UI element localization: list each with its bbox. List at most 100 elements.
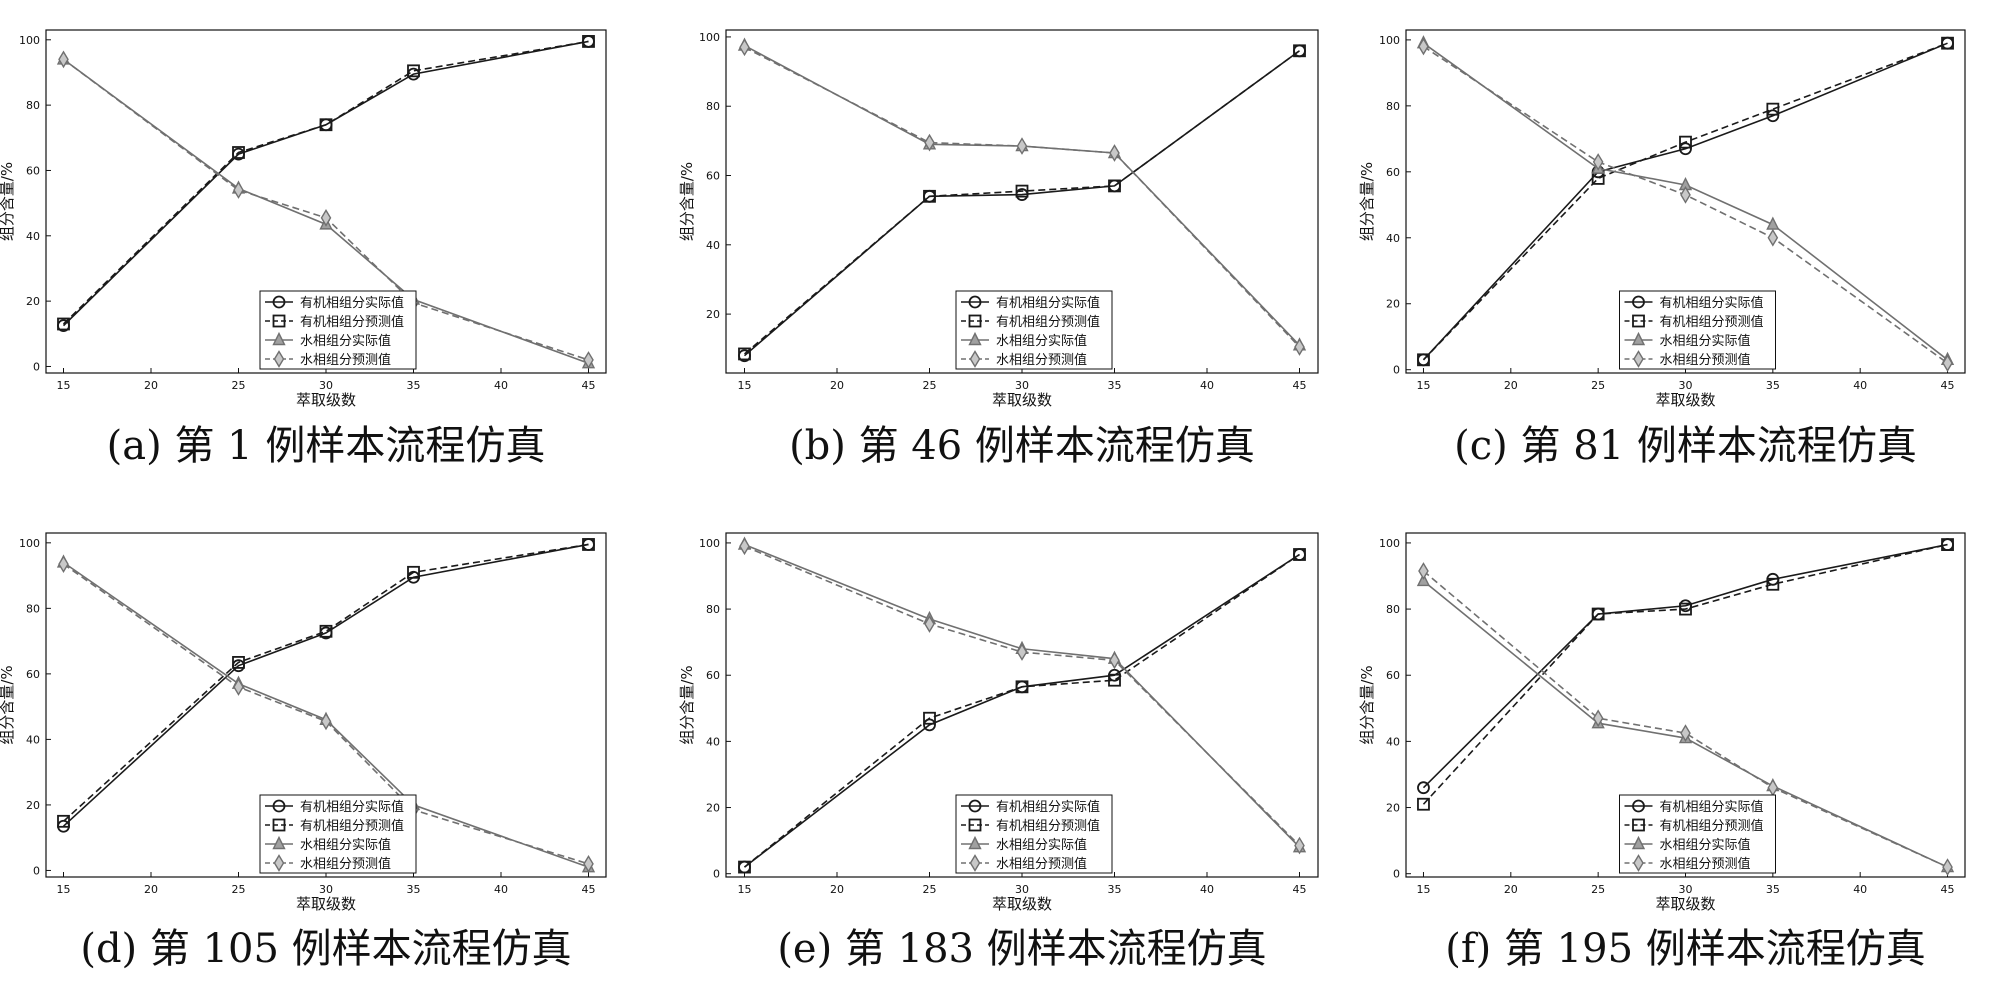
y-tick-label: 100 [1379,537,1400,550]
y-tick-label: 20 [1386,298,1400,311]
chart-panel-e: 15 20 25 30 35 40 45 0 20 40 60 80 100 萃取级数 组分含量/% 有机相组… [678,532,1319,972]
x-tick-label: 35 [1108,883,1122,896]
legend-marker [272,835,286,850]
data-point [58,555,69,573]
data-point [1417,797,1430,811]
x-tick-label: 30 [1015,883,1029,896]
x-tick-label: 30 [1679,379,1693,392]
legend-label: 有机相组分实际值 [300,799,404,815]
series-line [1422,42,1948,361]
legend-marker [1632,818,1645,832]
data-point [1766,102,1780,116]
data-point [1293,548,1306,561]
data-point [1941,36,1954,50]
x-tick-label: 35 [1766,883,1780,896]
data-point [1016,137,1028,155]
data-point [232,656,245,669]
legend-box [955,794,1113,874]
y-tick-label: 60 [706,669,720,682]
data-point [1016,643,1028,661]
y-tick-label: 100 [699,537,720,550]
x-tick-label: 25 [1591,883,1605,896]
data-point [738,347,751,361]
legend-label: 有机相组分预测值 [300,314,404,330]
series-line [62,543,589,822]
x-tick-label: 15 [1416,883,1430,896]
y-tick-label: 60 [1386,669,1400,682]
data-point [58,50,69,69]
y-tick-label: 40 [26,230,40,243]
series-2 [57,538,595,828]
legend-marker [1633,350,1644,368]
data-point [1767,228,1779,247]
legend-label: 有机相组分预测值 [300,818,404,834]
data-point [1679,602,1692,616]
x-tick-label: 45 [582,883,596,896]
x-tick-label: 15 [738,883,752,896]
data-point [1592,709,1604,728]
data-point [1109,651,1120,670]
legend-marker [968,295,982,309]
data-point [319,624,333,638]
data-point [1680,724,1691,742]
x-tick-label: 45 [1941,379,1955,392]
legend-marker [273,854,285,872]
x-tick-label: 20 [1504,379,1518,392]
x-tick-label: 30 [319,883,333,896]
data-point [1015,680,1029,694]
series-2 [57,35,595,331]
y-tick-label: 40 [706,735,720,748]
y-axis-label: 组分含量/% [678,162,696,241]
legend-marker [969,350,981,368]
x-tick-label: 15 [57,379,71,392]
data-point [1108,673,1121,687]
x-tick-label: 15 [57,883,71,896]
x-tick-label: 40 [1853,379,1867,392]
series-4 [1418,562,1953,876]
legend-box [259,794,417,874]
panel-caption: (e) 第 183 例样本流程仿真 [777,926,1266,972]
x-tick-label: 30 [319,379,333,392]
series-4 [739,537,1305,855]
y-tick-label: 60 [1386,166,1400,179]
series-2 [1417,538,1954,811]
legend-box [1619,290,1776,370]
series-2 [1417,36,1954,367]
x-tick-label: 35 [1108,379,1122,392]
legend-label: 有机相组分实际值 [996,295,1100,311]
x-tick-label: 45 [582,379,596,392]
data-point [582,35,595,48]
legend-label: 有机相组分预测值 [1660,818,1764,834]
y-axis-label: 组分含量/% [1358,162,1376,241]
panel-caption: (b) 第 46 例样本流程仿真 [789,423,1255,469]
y-tick-label: 100 [1379,34,1400,47]
data-point [1416,572,1431,587]
y-tick-label: 60 [26,164,40,177]
data-point [1767,778,1779,797]
y-tick-label: 20 [26,799,40,812]
legend-label: 有机相组分实际值 [1660,295,1764,311]
y-axis-label: 组分含量/% [678,665,696,744]
legend-marker [969,854,981,872]
series-line [1422,42,1948,361]
series-line [62,40,589,325]
x-tick-label: 20 [1504,883,1518,896]
y-tick-label: 40 [26,733,40,746]
legend-box [259,290,417,370]
data-point [738,860,751,874]
y-tick-label: 100 [19,537,40,550]
x-tick-label: 35 [1766,379,1780,392]
data-point [1294,836,1305,855]
data-point [1766,109,1780,123]
data-point [1766,577,1780,591]
data-point [407,64,420,78]
x-axis-label: 萃取级数 [296,895,356,913]
data-point [1294,338,1305,356]
y-tick-label: 80 [706,603,720,616]
chart-panel-b: 15 20 25 30 35 40 45 20 40 60 80 100 萃取级数 组分含量/% 有机相组分… [678,29,1319,469]
data-point [1679,142,1692,156]
